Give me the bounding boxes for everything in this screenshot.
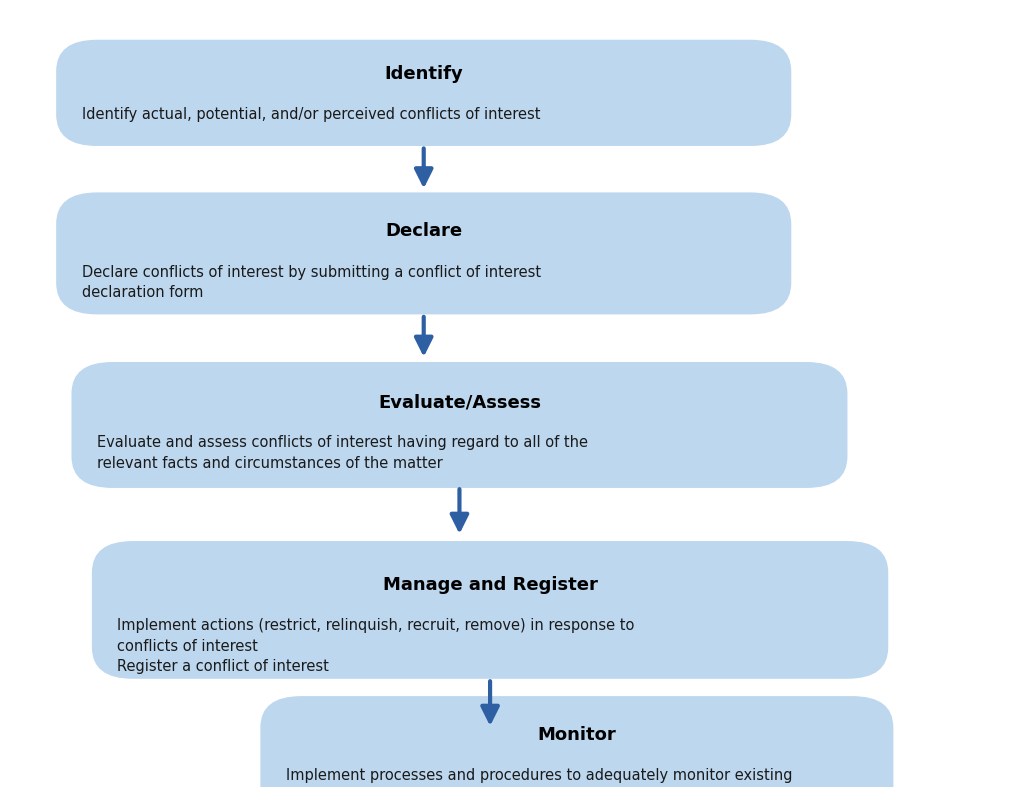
Text: Declare: Declare: [385, 223, 463, 241]
Text: Implement processes and procedures to adequately monitor existing
conflicts of i: Implement processes and procedures to ad…: [286, 768, 793, 787]
FancyBboxPatch shape: [71, 362, 847, 488]
FancyBboxPatch shape: [92, 541, 888, 678]
Text: Manage and Register: Manage and Register: [383, 576, 597, 594]
Text: Implement actions (restrict, relinquish, recruit, remove) in response to
conflic: Implement actions (restrict, relinquish,…: [117, 619, 635, 674]
Text: Identify: Identify: [384, 65, 464, 83]
Text: Identify actual, potential, and/or perceived conflicts of interest: Identify actual, potential, and/or perce…: [82, 107, 540, 122]
Text: Declare conflicts of interest by submitting a conflict of interest
declaration f: Declare conflicts of interest by submitt…: [82, 264, 541, 300]
FancyBboxPatch shape: [260, 696, 893, 787]
FancyBboxPatch shape: [56, 192, 791, 314]
Text: Monitor: Monitor: [537, 726, 617, 745]
FancyBboxPatch shape: [56, 39, 791, 146]
Text: Evaluate and assess conflicts of interest having regard to all of the
relevant f: Evaluate and assess conflicts of interes…: [97, 435, 588, 471]
Text: Evaluate/Assess: Evaluate/Assess: [378, 394, 541, 412]
